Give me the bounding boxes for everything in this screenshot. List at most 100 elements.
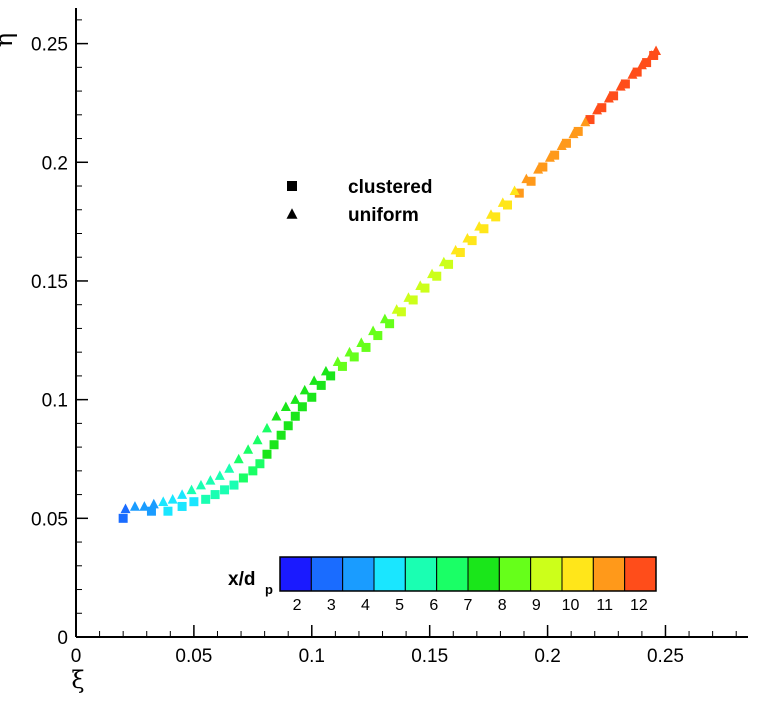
colorbar-level xyxy=(561,556,594,592)
colorbar-tick-label: 12 xyxy=(630,597,648,614)
uniform-point xyxy=(391,304,402,314)
clustered-point xyxy=(276,430,286,440)
uniform-point xyxy=(368,325,379,336)
clustered-point xyxy=(210,490,220,500)
clustered-point xyxy=(163,506,173,516)
clustered-point xyxy=(373,331,383,341)
colorbar-level xyxy=(467,556,500,592)
colorbar-level xyxy=(498,556,532,592)
uniform-point xyxy=(167,494,178,504)
clustered-point xyxy=(491,212,501,222)
x-tick-label: 0.15 xyxy=(411,646,448,667)
uniform-point xyxy=(485,209,496,219)
uniform-point xyxy=(521,173,532,184)
x-tick-label: 0.1 xyxy=(299,646,325,667)
clustered-point xyxy=(262,449,272,459)
uniform-point xyxy=(438,256,449,267)
colorbar-tick-label: 3 xyxy=(327,597,336,614)
clustered-point xyxy=(118,513,128,523)
clustered-point xyxy=(609,91,619,101)
colorbar-tick-label: 4 xyxy=(361,597,370,614)
uniform-point xyxy=(299,384,310,395)
uniform-point xyxy=(592,104,603,115)
x-axis-title: ξ xyxy=(71,666,84,694)
clustered-point xyxy=(526,176,536,186)
clustered-point xyxy=(479,224,489,234)
clustered-point xyxy=(201,494,211,504)
clustered-point xyxy=(349,352,359,362)
colorbar-tick-label: 9 xyxy=(532,597,541,614)
colorbar-tick-label: 10 xyxy=(562,597,580,614)
uniform-point xyxy=(544,152,555,162)
clustered-point xyxy=(597,103,607,113)
y-tick-label: 0.1 xyxy=(42,391,68,412)
clustered-point xyxy=(396,307,406,317)
uniform-point xyxy=(636,59,647,70)
clustered-point xyxy=(620,79,630,89)
uniform-point xyxy=(651,45,662,55)
uniform-point xyxy=(224,463,235,473)
clustered-point xyxy=(432,271,442,281)
uniform-point xyxy=(195,479,206,490)
legend-uniform-label: uniform xyxy=(348,205,419,226)
uniform-point xyxy=(603,92,614,103)
uniform-point xyxy=(379,313,390,324)
x-tick-label: 0.05 xyxy=(175,646,212,667)
uniform-point xyxy=(533,164,544,174)
y-tick-label: 0.05 xyxy=(31,509,68,530)
colorbar-tick-label: 6 xyxy=(429,597,438,614)
colorbar: 2 3 4 5 6 7 8 9 10 11 12 x/d p xyxy=(228,556,657,614)
x-tick-label: 0 xyxy=(71,646,82,667)
clustered-point xyxy=(248,466,258,476)
clustered-point xyxy=(229,480,239,490)
clustered-point xyxy=(632,67,642,77)
uniform-point xyxy=(177,489,188,499)
uniform-point xyxy=(290,394,301,404)
uniform-point xyxy=(450,244,461,255)
colorbar-tick-label: 11 xyxy=(596,597,613,614)
y-axis-title: η xyxy=(0,33,18,47)
colorbar-level xyxy=(373,556,406,592)
axes: 0 0.05 0.1 0.15 0.2 0.25 0 0.05 0.1 0.15 0.2 0.25 ξ η xyxy=(0,8,748,694)
legend: clustered uniform xyxy=(286,177,432,226)
clustered-point xyxy=(189,497,199,507)
clustered-point xyxy=(585,115,595,125)
clustered-point xyxy=(283,421,293,431)
clustered-point xyxy=(316,380,326,390)
colorbar-title: x/d xyxy=(228,569,255,590)
y-tick-label: 0.2 xyxy=(42,153,68,174)
x-tick-label: 0.25 xyxy=(647,646,684,667)
colorbar-tick-label: 5 xyxy=(395,597,404,614)
x-tick-label: 0.2 xyxy=(534,646,560,667)
clustered-point xyxy=(642,58,652,68)
uniform-point xyxy=(556,140,567,150)
uniform-point xyxy=(474,221,485,231)
clustered-point xyxy=(444,259,454,269)
uniform-point xyxy=(580,116,591,127)
clustered-point xyxy=(467,236,477,246)
uniform-point xyxy=(261,422,272,433)
clustered-point xyxy=(420,283,430,293)
clustered-point xyxy=(408,295,418,305)
uniform-point xyxy=(271,410,282,421)
colorbar-level xyxy=(436,556,469,592)
colorbar-level xyxy=(530,556,563,592)
colorbar-level xyxy=(404,556,438,592)
clustered-point xyxy=(385,319,395,329)
clustered-point xyxy=(220,485,230,495)
uniform-point xyxy=(129,501,140,511)
clustered-point xyxy=(269,440,279,450)
uniform-point xyxy=(139,501,150,511)
clustered-point xyxy=(337,361,347,371)
legend-uniform-marker xyxy=(286,208,298,219)
clustered-point xyxy=(290,411,300,421)
clustered-point xyxy=(361,342,371,352)
uniform-point xyxy=(462,232,473,243)
colorbar-level xyxy=(624,556,657,592)
uniform-point xyxy=(403,292,414,302)
clustered-point xyxy=(538,162,548,172)
legend-clustered-marker xyxy=(287,181,297,191)
y-tick-label: 0.25 xyxy=(31,35,68,56)
colorbar-frame xyxy=(279,556,657,592)
